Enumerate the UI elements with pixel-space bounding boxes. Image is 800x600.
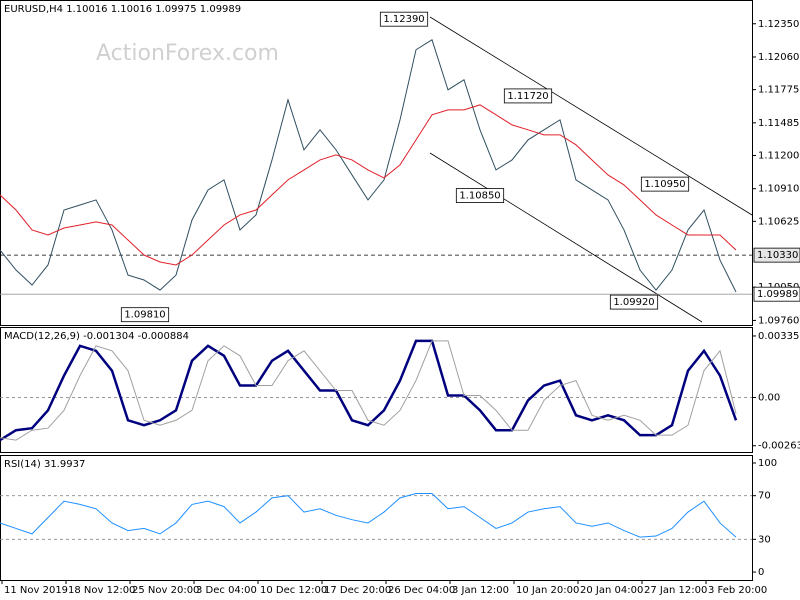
y-tick-label: 0: [758, 567, 764, 578]
y-tick-label: 100: [758, 458, 777, 469]
macd-panel: [0, 327, 753, 453]
price-box: [753, 247, 800, 263]
y-tick-label: 1.10910: [758, 184, 799, 195]
chart-title: EURUSD,H4 1.10016 1.10016 1.09975 1.0998…: [4, 4, 241, 15]
x-tick-label: 11 Nov 2019: [4, 585, 68, 596]
x-tick-label: 10 Jan 20:00: [516, 585, 579, 596]
x-tick-label: 3 Dec 04:00: [196, 585, 257, 596]
y-tick-label: 0.00: [758, 392, 780, 403]
x-tick-label: 25 Nov 20:00: [132, 585, 199, 596]
x-tick-label: 27 Jan 12:00: [644, 585, 707, 596]
annotation-box: [455, 188, 505, 203]
y-tick-label: -0.002638: [758, 441, 800, 452]
annotation-box: [379, 11, 429, 27]
price-panel: [0, 0, 753, 326]
series-line: [0, 339, 738, 442]
y-tick-label: 1.12350: [758, 19, 799, 30]
price-label: 1.10330: [757, 250, 798, 261]
annotation-label: 1.09810: [124, 310, 165, 321]
series-line: [0, 104, 737, 266]
channel-line: [429, 16, 753, 216]
y-tick-label: 1.11200: [758, 150, 799, 161]
series-line: [0, 340, 737, 441]
x-tick-label: 20 Jan 04:00: [580, 585, 643, 596]
annotation-label: 1.09920: [613, 297, 654, 308]
series-line: [0, 493, 737, 538]
indicator-title: RSI(14) 31.9937: [4, 459, 85, 470]
annotation-label: 1.11720: [507, 91, 548, 102]
y-tick-label: 1.12060: [758, 52, 799, 63]
annotation-box: [503, 88, 553, 104]
annotation-label: 1.10850: [459, 191, 500, 202]
x-tick-label: 3 Jan 12:00: [452, 585, 509, 596]
watermark: ActionForex.com: [96, 41, 279, 66]
y-tick-label: 1.10625: [758, 216, 799, 227]
x-tick-label: 3 Feb 20:00: [708, 585, 767, 596]
price-box: [753, 286, 800, 302]
rsi-panel: [0, 455, 753, 581]
y-tick-label: 1.11485: [758, 118, 799, 129]
y-tick-label: 1.11775: [758, 85, 799, 96]
annotation-label: 1.12390: [383, 14, 424, 25]
x-tick-label: 17 Dec 20:00: [324, 585, 391, 596]
x-tick-label: 10 Dec 12:00: [260, 585, 327, 596]
annotation-box: [640, 176, 690, 192]
annotation-box: [609, 294, 659, 310]
y-tick-label: 1.09760: [758, 315, 799, 326]
annotation-label: 1.10950: [644, 179, 685, 190]
price-label: 1.09989: [757, 289, 798, 300]
y-tick-label: 0.003359: [758, 331, 800, 342]
series-line: [0, 39, 737, 293]
y-tick-label: 30: [758, 534, 771, 545]
x-tick-label: 18 Nov 12:00: [68, 585, 135, 596]
indicator-title: MACD(12,26,9) -0.001304 -0.000884: [4, 331, 189, 342]
annotation-box: [120, 307, 170, 323]
y-tick-label: 70: [758, 491, 771, 502]
x-tick-label: 26 Dec 04:00: [388, 585, 455, 596]
